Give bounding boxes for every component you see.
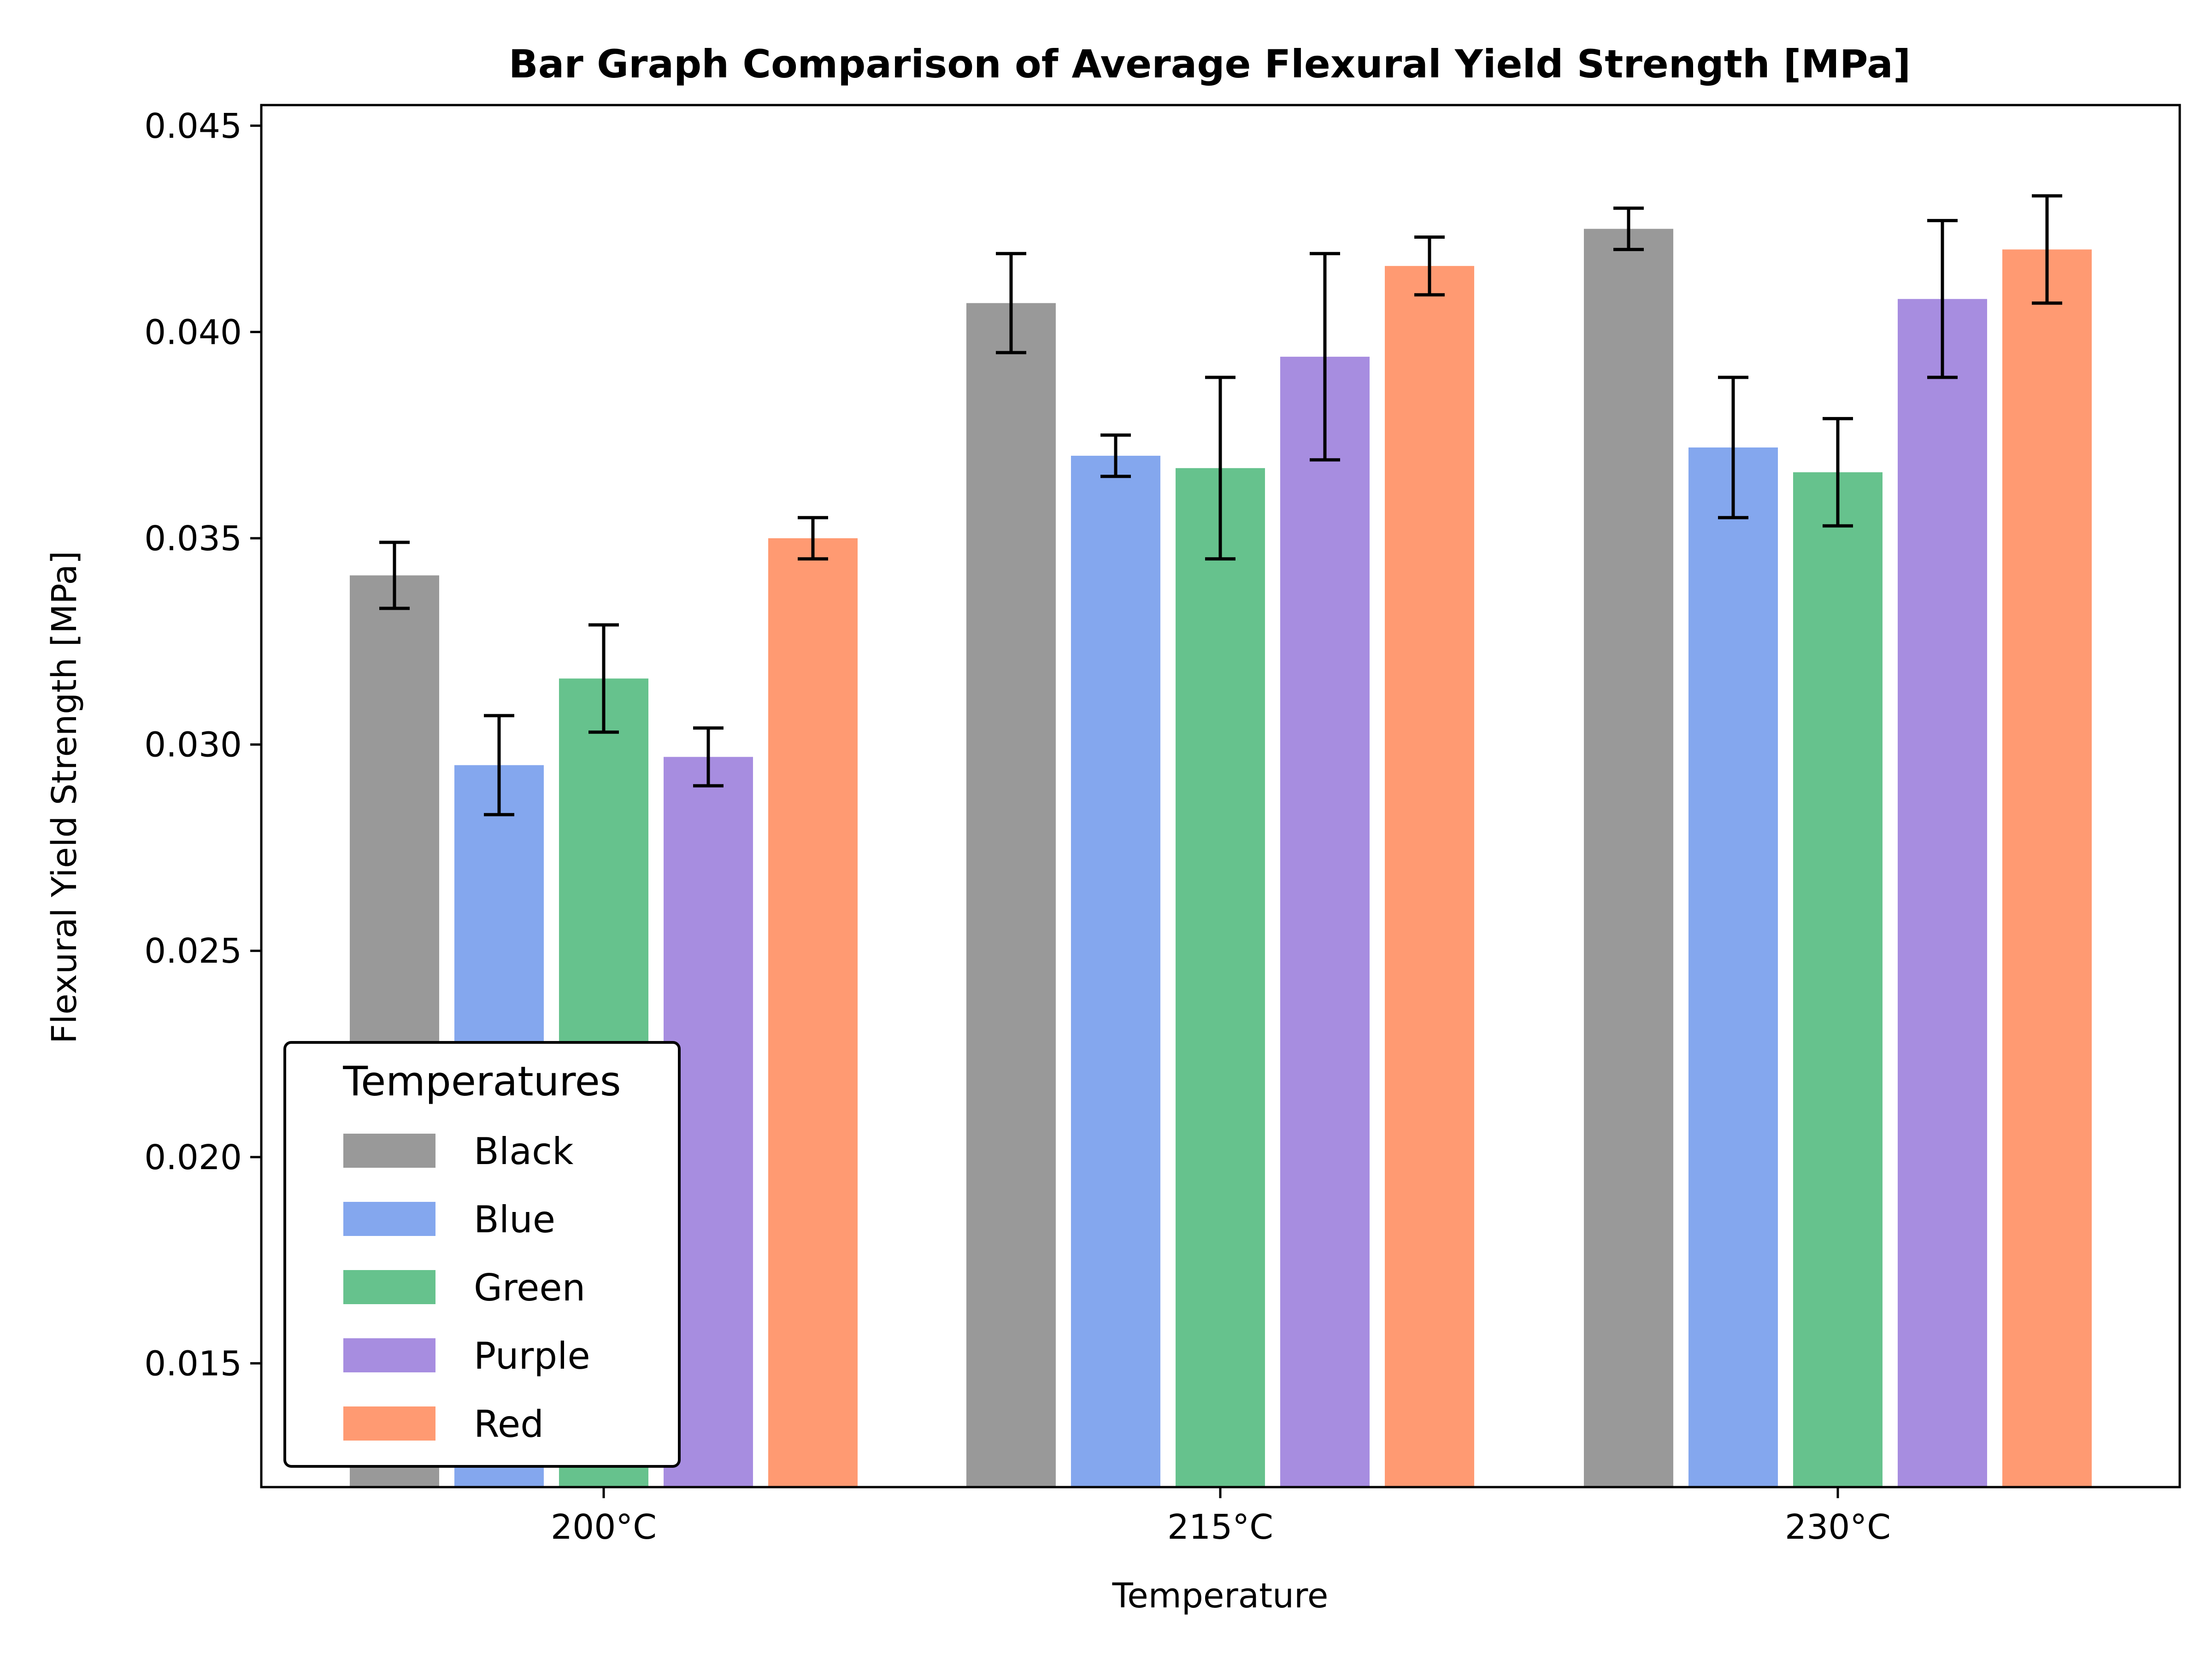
legend-swatch-black	[343, 1134, 435, 1168]
y-tick-label: 0.040	[144, 312, 242, 352]
y-tick-label: 0.025	[144, 931, 242, 971]
error-bar-blue-0	[484, 714, 514, 817]
error-bar-blue-1	[1100, 433, 1131, 478]
error-bar-purple-1	[1310, 252, 1340, 462]
legend-label-red: Red	[474, 1403, 544, 1446]
legend-swatch-green	[343, 1270, 435, 1304]
legend-swatch-purple	[343, 1338, 435, 1372]
error-bar-green-0	[588, 623, 619, 734]
legend: Temperatures Black Blue Green Purple Red	[283, 1041, 681, 1468]
chart-title: Bar Graph Comparison of Average Flexural…	[509, 41, 1911, 87]
error-bar-red-1	[1414, 235, 1445, 297]
y-axis-label: Flexural Yield Strength [MPa]	[45, 551, 84, 1043]
error-bar-black-2	[1613, 206, 1644, 251]
legend-items: Black Blue Green Purple Red	[343, 1130, 590, 1446]
y-tick-label: 0.020	[144, 1138, 242, 1177]
bar-green-2	[1793, 472, 1883, 1487]
y-tick-label: 0.035	[144, 519, 242, 559]
x-tick-label: 230°C	[1785, 1507, 1891, 1547]
error-bar-black-0	[379, 541, 410, 610]
error-bar-green-1	[1205, 376, 1235, 561]
error-bar-red-0	[798, 516, 828, 561]
legend-swatch-blue	[343, 1202, 435, 1236]
legend-title: Temperatures	[342, 1058, 621, 1105]
bar-green-1	[1176, 468, 1265, 1488]
x-axis-label: Temperature	[1112, 1576, 1329, 1616]
bar-red-0	[768, 538, 858, 1487]
x-tick-label: 200°C	[551, 1507, 657, 1547]
bar-blue-1	[1071, 455, 1160, 1487]
legend-label-green: Green	[474, 1266, 585, 1309]
y-tick-label: 0.030	[144, 725, 242, 765]
error-bar-purple-0	[693, 726, 724, 788]
legend-label-purple: Purple	[474, 1335, 590, 1377]
error-bars-layer	[379, 194, 2062, 817]
legend-swatch-red	[343, 1406, 435, 1441]
y-axis: 0.015 0.020 0.025 0.030 0.035 0.040 0.045	[144, 106, 261, 1383]
bar-black-1	[966, 303, 1056, 1487]
error-bar-blue-2	[1718, 376, 1748, 519]
y-tick-label: 0.015	[144, 1344, 242, 1383]
bar-red-1	[1385, 266, 1474, 1488]
bar-black-2	[1584, 229, 1673, 1488]
x-axis: 200°C 215°C 230°C	[551, 1487, 1891, 1547]
error-bar-green-2	[1823, 417, 1853, 528]
bar-purple-1	[1280, 357, 1370, 1488]
x-tick-label: 215°C	[1167, 1507, 1273, 1547]
error-bar-purple-2	[1927, 219, 1958, 379]
bar-red-2	[2002, 249, 2092, 1487]
bar-blue-2	[1688, 447, 1778, 1487]
bar-purple-2	[1898, 299, 1987, 1487]
legend-label-black: Black	[474, 1130, 574, 1173]
error-bar-red-2	[2032, 194, 2062, 305]
y-tick-label: 0.045	[144, 106, 242, 146]
error-bar-black-1	[996, 252, 1026, 354]
legend-label-blue: Blue	[474, 1198, 555, 1241]
